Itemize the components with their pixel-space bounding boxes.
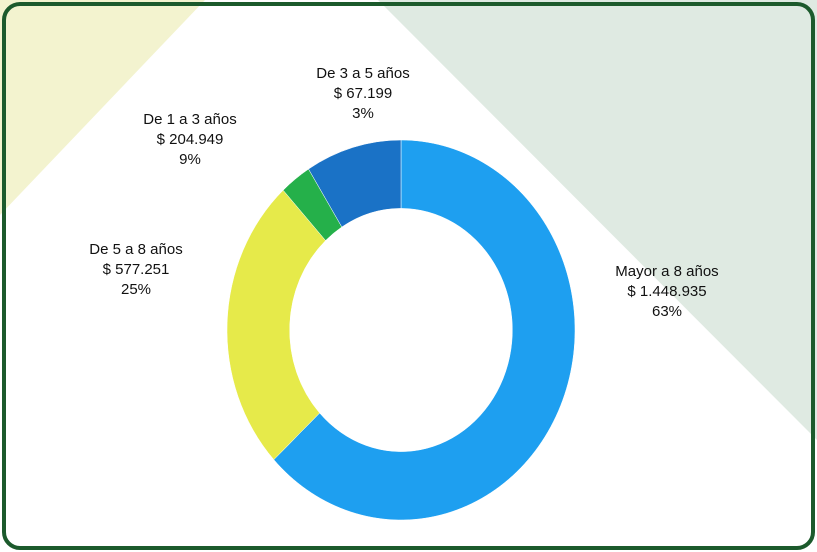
decor-yellow [0,0,205,215]
slice [273,139,576,521]
slice-value: $ 1.448.935 [627,283,706,300]
slice-value: $ 204.949 [157,131,224,148]
slice-value: $ 577.251 [103,261,170,278]
slice [226,189,326,461]
slice-percent: 3% [352,105,374,122]
slice-label: Mayor a 8 años [615,263,718,280]
slice-label: De 1 a 3 años [143,111,236,128]
slice-value: $ 67.199 [334,85,392,102]
slice [308,139,402,228]
decor-green [378,0,817,440]
labels: Mayor a 8 años $ 1.448.935 63% De 5 a 8 año… [89,65,718,320]
slice-label: De 3 a 5 años [316,65,409,82]
slice-label: De 5 a 8 años [89,241,182,258]
slices [226,139,576,521]
slice-percent: 25% [121,281,151,298]
slice-percent: 63% [652,303,682,320]
slice-percent: 9% [179,151,201,168]
